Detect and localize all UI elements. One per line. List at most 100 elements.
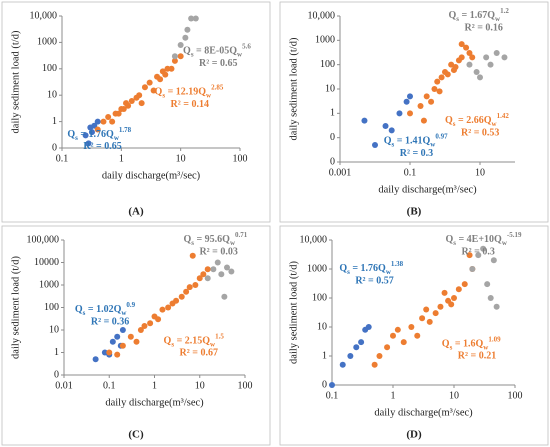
equation-sub: w [237,50,243,58]
r-squared: R² = 0.53 [461,127,499,138]
equation-sub: w [386,268,392,276]
data-point [133,94,140,101]
data-point [487,295,494,301]
x-tick-label: 0.1 [56,153,69,164]
data-point [200,271,207,278]
data-point [490,257,497,264]
data-point [444,71,451,78]
data-point [141,323,148,330]
data-point [184,26,191,33]
x-tick-label: 1 [391,390,396,401]
data-point [128,98,135,105]
equation-sub: w [210,340,216,348]
data-point [461,281,468,288]
data-point [218,271,225,278]
data-point [119,327,126,333]
data-point [432,310,439,317]
panel-label: (C) [128,429,144,441]
data-point [477,74,483,81]
equation-part: = 1.76Q [78,129,114,140]
x-tick-label: 100 [233,153,248,164]
data-point [88,129,95,136]
x-axis-label: daily discharge(m³/sec) [378,184,477,195]
equation-sub: w [492,120,498,128]
r-squared: R² = 0.21 [458,351,496,362]
equation-part: = 1.41Q [394,136,430,147]
data-point [109,118,116,125]
data-point [361,117,368,124]
equation-part: Q [164,336,172,347]
data-point [94,118,101,125]
data-point [458,41,465,48]
data-point [150,87,157,94]
equation-sub: w [483,343,489,351]
r-squared: R² = 0.67 [180,348,218,359]
data-point [228,268,235,275]
equation-part: = 2.66Q [456,115,492,126]
r-squared: R² = 0.14 [171,99,209,110]
x-tick-label: 0.001 [329,167,352,178]
y-tick-label: 10000 [34,257,59,268]
equation-sub: s [191,239,194,247]
data-point [339,361,346,368]
equation-part: Q [445,234,453,245]
data-point [214,259,221,266]
x-axis-label: daily discharge(m³/sec) [105,397,204,408]
data-point [94,126,101,133]
equation-exp: 0.97 [435,132,448,140]
data-point [423,306,430,313]
equation-part: Q [183,46,191,57]
data-point [376,353,383,359]
data-point [469,266,476,272]
data-point [466,61,473,68]
x-tick-label: 100 [238,380,253,391]
equation-part: Q [384,136,392,147]
data-point [204,275,211,282]
data-point [141,84,148,91]
equation-sub: w [206,91,212,99]
equation-exp: 0.9 [126,301,135,309]
y-tick-label: 10 [49,324,59,335]
y-tick-label: 1 [54,347,59,358]
equation-exp: 1.09 [488,335,501,343]
data-point [106,349,113,356]
y-tick-label: 100 [320,59,335,70]
data-point [434,78,441,85]
data-point [428,98,435,105]
data-point [407,110,413,117]
equation-part: = 1.76Q [350,263,386,274]
y-tick-label: 100 [44,302,59,313]
y-tick-label: 0 [54,369,59,380]
panel-frame [1,225,271,446]
equation-sub: w [230,239,236,247]
panel-frame [279,225,549,446]
data-point [371,361,378,368]
data-point [382,123,389,130]
y-tick-label: 100,000 [27,234,60,245]
data-point [420,117,427,124]
data-point [178,293,185,300]
data-point [388,127,395,134]
equation-sub: s [162,91,165,99]
data-point [358,339,365,346]
equation: Qs = 8E-05Qw5.6 [183,42,251,58]
data-point [147,320,154,327]
data-point [155,316,162,323]
y-tick-label: 1000 [307,263,327,274]
x-tick-label: 1 [119,153,124,164]
data-point [372,141,378,148]
x-tick-label: 10 [176,153,186,164]
equation-sub: s [453,239,456,247]
x-tick-label: 100 [508,390,523,401]
equation-sub: s [75,133,78,141]
data-point [91,122,98,129]
equation-exp: 1.42 [497,112,510,120]
data-point [407,93,413,100]
data-point [223,264,230,271]
data-point [120,106,127,113]
equation: Qs = 1.76Qw1.78 [67,125,131,141]
data-point [451,295,457,301]
x-tick-label: 0.1 [326,390,339,401]
equation-part: = 2.15Q [174,336,210,347]
y-tick-label: 100 [312,292,327,303]
